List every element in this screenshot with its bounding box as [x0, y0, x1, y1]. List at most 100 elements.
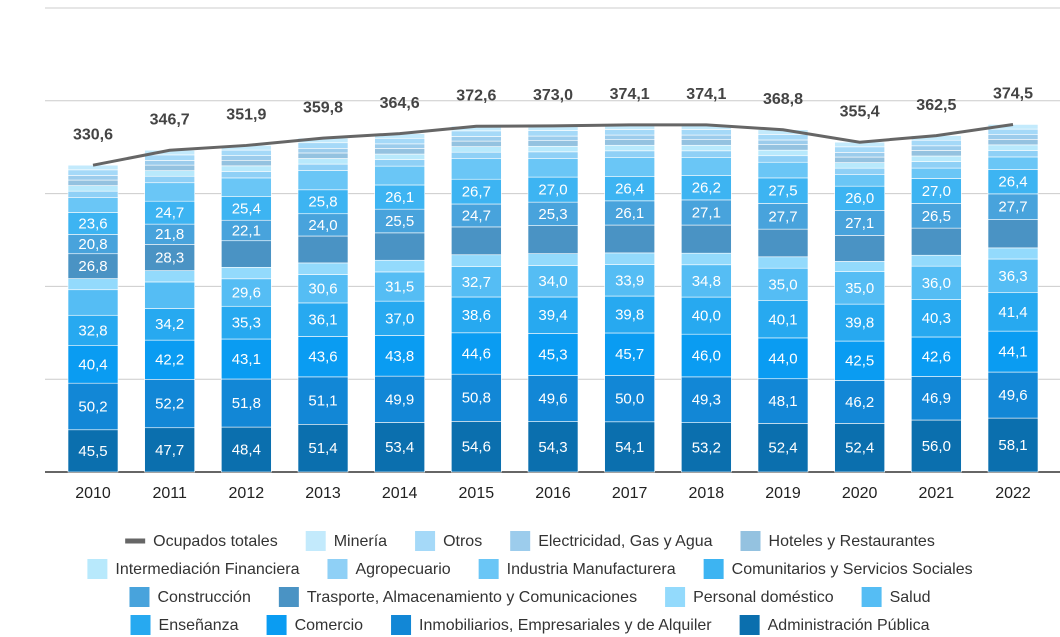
data-label: 36,1: [308, 312, 337, 329]
bar-segment: [604, 200, 655, 226]
line-label: 364,6: [380, 95, 420, 112]
bar-segment: [527, 225, 579, 254]
data-label: 27,1: [692, 204, 721, 221]
bar-segment: [834, 167, 885, 175]
bar-segment: [757, 203, 809, 230]
legend-label: Minería: [334, 533, 387, 550]
bar-segment: [527, 140, 579, 147]
bar-segment: [374, 335, 425, 377]
data-label: 49,6: [998, 387, 1027, 404]
data-label: 52,4: [768, 440, 797, 457]
data-label: 39,8: [845, 315, 874, 332]
data-label: 26,4: [998, 174, 1027, 191]
legend-swatch: [305, 531, 326, 551]
bar-segment: [527, 333, 579, 376]
bar-segment: [987, 139, 1039, 146]
bar-segment: [527, 135, 579, 142]
bar-segment: [527, 158, 579, 178]
legend-swatch: [740, 531, 761, 551]
bar-segment: [451, 146, 502, 153]
bar-segment: [987, 292, 1039, 332]
data-label: 49,9: [385, 391, 414, 408]
bar-segment: [297, 158, 349, 165]
bar-segment: [221, 159, 272, 167]
legend-label: Intermediación Financiera: [115, 561, 299, 578]
data-label: 27,0: [538, 182, 567, 199]
bar-segment: [604, 264, 655, 297]
bar-segment: [757, 378, 809, 424]
data-label: 42,5: [845, 353, 874, 370]
bar-segment: [604, 375, 655, 423]
bar-segment: [451, 421, 502, 473]
bar-segment: [221, 240, 272, 268]
legend-row: Ocupados totales Minería Otros Electricidad…: [125, 531, 935, 551]
bar-segment: [681, 422, 732, 473]
data-label: 35,3: [232, 315, 261, 332]
bar-segment: [374, 184, 425, 210]
bar-segment: [297, 142, 349, 149]
legend-label: Ocupados totales: [153, 533, 278, 550]
bar-segment: [834, 146, 885, 153]
bar-segment: [297, 170, 349, 191]
bar-segment: [911, 155, 962, 162]
bar-segment: [67, 169, 119, 176]
data-label: 26,2: [692, 180, 721, 197]
bar-segment: [681, 157, 732, 176]
bar-segment: [604, 139, 655, 146]
bar-segment: [67, 382, 119, 431]
bar-segment: [451, 140, 502, 147]
bar-segment: [374, 143, 425, 149]
line-label: 372,6: [456, 87, 496, 104]
bar-segment: [297, 262, 349, 275]
bar-segment: [451, 266, 502, 298]
bar-segment: [67, 278, 119, 291]
data-label: 35,0: [768, 276, 797, 293]
bar-segment: [604, 224, 655, 254]
line-label: 355,4: [840, 103, 880, 120]
bar-segment: [604, 332, 655, 376]
bar-segment: [527, 296, 579, 334]
bar-segment: [527, 151, 579, 159]
legend-row: Construcción Trasporte, Almacenamiento y …: [129, 587, 931, 607]
data-label: 30,6: [308, 281, 337, 298]
x-tick-label: 2011: [152, 485, 187, 502]
bar-segment: [527, 145, 579, 153]
legend-row: Intermediación Financiera Agropecuario Ind…: [87, 559, 973, 579]
bar-segment: [67, 190, 119, 198]
data-label: 25,4: [232, 200, 261, 217]
data-label: 23,6: [78, 215, 107, 232]
data-label: 36,3: [998, 268, 1027, 285]
data-label: 24,7: [155, 205, 184, 222]
bar-segment: [604, 421, 655, 473]
bar-segment: [757, 256, 809, 269]
bar-segment: [451, 254, 502, 267]
data-label: 47,7: [155, 442, 184, 459]
data-label: 43,1: [232, 351, 261, 368]
bar-segment: [374, 271, 425, 302]
bar-segment: [987, 417, 1039, 473]
bar-segment: [451, 158, 502, 180]
data-label: 26,5: [922, 208, 951, 225]
data-label: 54,3: [538, 439, 567, 456]
bar-segment: [834, 174, 885, 187]
data-label: 50,2: [78, 398, 107, 415]
legend-swatch: [703, 559, 724, 579]
bar-segment: [681, 264, 732, 298]
data-label: 50,0: [615, 391, 644, 408]
bar-segment: [911, 265, 962, 300]
bar-segment: [834, 156, 885, 163]
bar-segment: [834, 235, 885, 262]
bar-segment: [987, 156, 1039, 170]
data-label: 46,2: [845, 394, 874, 411]
data-label: 51,4: [308, 440, 337, 457]
bar-segment: [681, 139, 732, 146]
bar-segment: [604, 157, 655, 177]
data-label: 54,1: [615, 439, 644, 456]
bar-segment: [911, 203, 962, 229]
bar-segment: [604, 252, 655, 265]
bar-segment: [451, 332, 502, 375]
data-label: 53,4: [385, 439, 414, 456]
data-label: 39,8: [615, 306, 644, 323]
data-label: 26,0: [845, 190, 874, 207]
line-label: 374,1: [686, 86, 726, 103]
